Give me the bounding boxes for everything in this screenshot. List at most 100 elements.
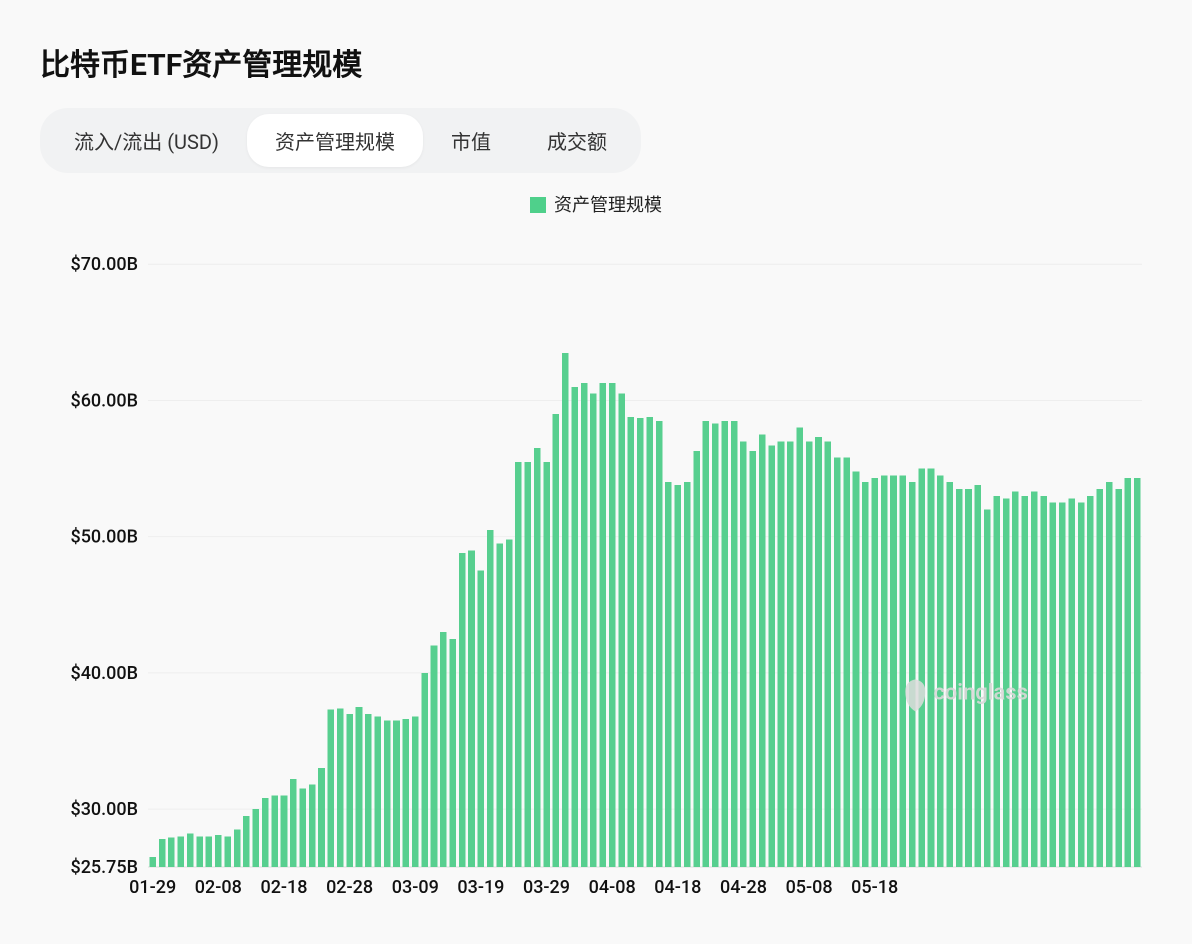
bar [965, 489, 972, 867]
bar [759, 435, 766, 867]
bar [825, 441, 832, 867]
bar [468, 550, 475, 867]
bar [900, 475, 907, 867]
svg-text:$50.00B: $50.00B [70, 527, 138, 548]
bar [712, 424, 719, 867]
svg-text:03-19: 03-19 [457, 877, 504, 898]
bar [600, 383, 607, 867]
svg-text:05-08: 05-08 [786, 877, 833, 898]
bar [487, 530, 494, 867]
bar [843, 458, 850, 867]
bar [281, 795, 288, 867]
svg-text:$70.00B: $70.00B [70, 254, 138, 275]
bar [796, 428, 803, 867]
bar [750, 451, 757, 867]
watermark-text: coinglass [933, 680, 1028, 705]
bar [1115, 489, 1122, 867]
bar [665, 482, 672, 867]
svg-text:05-18: 05-18 [851, 877, 898, 898]
bar [609, 383, 616, 867]
tab[interactable]: 市值 [423, 114, 519, 167]
bar [421, 673, 428, 867]
bar [1087, 496, 1094, 867]
bar [684, 482, 691, 867]
bar [740, 441, 747, 867]
bar [1040, 496, 1047, 867]
bar [431, 646, 438, 867]
bar [581, 383, 588, 867]
bar [299, 789, 306, 867]
legend-swatch [530, 197, 546, 213]
bar [806, 441, 813, 867]
bar [271, 795, 278, 867]
bar [918, 469, 925, 867]
bar [187, 834, 194, 867]
bar [384, 721, 391, 867]
bar [159, 839, 166, 867]
bar [937, 475, 944, 867]
bar [412, 716, 419, 867]
bar [496, 543, 503, 867]
bar [768, 445, 775, 867]
bar [328, 710, 335, 867]
bar [196, 836, 203, 867]
bar [787, 441, 794, 867]
bar [618, 394, 625, 867]
bar [675, 485, 682, 867]
tab[interactable]: 资产管理规模 [247, 114, 423, 167]
bar [703, 421, 710, 867]
chart-svg: $25.75B$30.00B$40.00B$50.00B$60.00B$70.0… [30, 227, 1162, 907]
bar [168, 838, 175, 867]
tab-group: 流入/流出 (USD)资产管理规模市值成交额 [40, 108, 641, 173]
legend-label: 资产管理规模 [554, 195, 662, 216]
svg-text:02-18: 02-18 [260, 877, 307, 898]
bar [206, 836, 213, 867]
bar [1097, 489, 1104, 867]
bar [346, 714, 353, 867]
bar [478, 571, 485, 867]
svg-text:$60.00B: $60.00B [70, 390, 138, 411]
bar [534, 448, 541, 867]
bar-chart: $25.75B$30.00B$40.00B$50.00B$60.00B$70.0… [30, 227, 1162, 907]
bar [731, 421, 738, 867]
bar [890, 475, 897, 867]
tab[interactable]: 成交额 [519, 114, 635, 167]
bar [356, 707, 363, 867]
svg-text:02-08: 02-08 [195, 877, 242, 898]
svg-text:04-08: 04-08 [589, 877, 636, 898]
bar [862, 482, 869, 867]
bar [365, 714, 372, 867]
bar [815, 437, 822, 867]
bar [262, 798, 269, 867]
svg-text:01-29: 01-29 [129, 877, 176, 898]
bar [928, 469, 935, 867]
tab[interactable]: 流入/流出 (USD) [46, 114, 247, 167]
bar [956, 489, 963, 867]
bar [628, 417, 635, 867]
bar [243, 816, 250, 867]
bar [853, 471, 860, 867]
bar [1050, 503, 1057, 867]
bar [553, 414, 560, 867]
chart-container: 比特币ETF资产管理规模 流入/流出 (USD)资产管理规模市值成交额 资产管理… [0, 0, 1192, 944]
bar [1059, 503, 1066, 867]
bar [1134, 478, 1141, 867]
bar [393, 721, 400, 867]
bar [309, 785, 316, 867]
bar [881, 475, 888, 867]
bar [571, 387, 578, 867]
bar [337, 708, 344, 867]
bar [646, 417, 653, 867]
bar [637, 418, 644, 867]
bar [224, 836, 231, 867]
svg-text:02-28: 02-28 [326, 877, 373, 898]
bar [459, 553, 466, 867]
svg-text:04-18: 04-18 [654, 877, 701, 898]
bar [253, 809, 260, 867]
bar [778, 441, 785, 867]
legend: 资产管理规模 [30, 191, 1162, 217]
bar [693, 451, 700, 867]
bar [590, 394, 597, 867]
svg-text:$40.00B: $40.00B [70, 663, 138, 684]
bar [374, 716, 381, 867]
